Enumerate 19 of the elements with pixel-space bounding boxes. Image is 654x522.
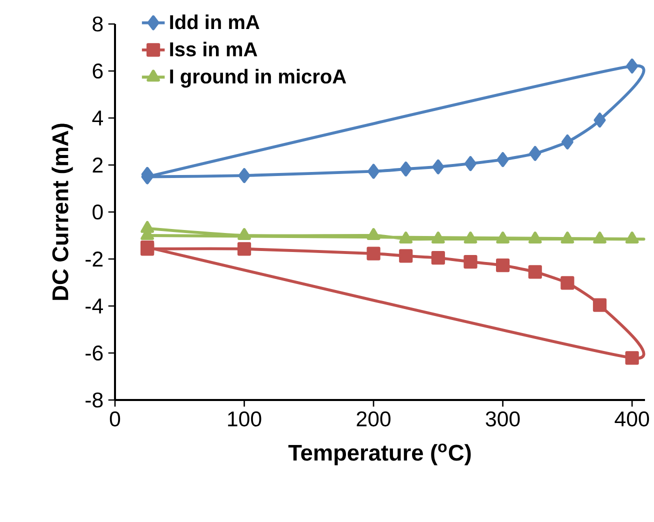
y-tick-label: -6 xyxy=(86,345,103,361)
y-tick-label: 2 xyxy=(92,158,103,172)
y-tick-label: -2 xyxy=(86,252,103,266)
x-tick-label: 0 xyxy=(110,411,120,426)
y-axis-title: DC Current (mA) xyxy=(52,124,73,300)
y-tick-label: 0 xyxy=(92,204,103,220)
y-tick-label: 4 xyxy=(92,110,103,126)
y-tick-label: -8 xyxy=(86,392,103,408)
x-tick-label: 400 xyxy=(614,411,650,426)
legend-label: I ground in microA xyxy=(170,68,346,88)
legend-label: Idd in mA xyxy=(170,14,260,30)
y-tick-label: -4 xyxy=(86,298,103,314)
x-tick-label: 300 xyxy=(486,411,520,426)
y-tick-label: 8 xyxy=(92,16,103,32)
x-axis-title: Temperature ($^{o}$C) xyxy=(288,444,471,466)
x-tick-label: 100 xyxy=(228,411,262,426)
x-tick-label: 200 xyxy=(356,411,390,426)
legend-label: Iss in mA xyxy=(170,42,258,56)
y-tick-label: 6 xyxy=(92,63,103,79)
